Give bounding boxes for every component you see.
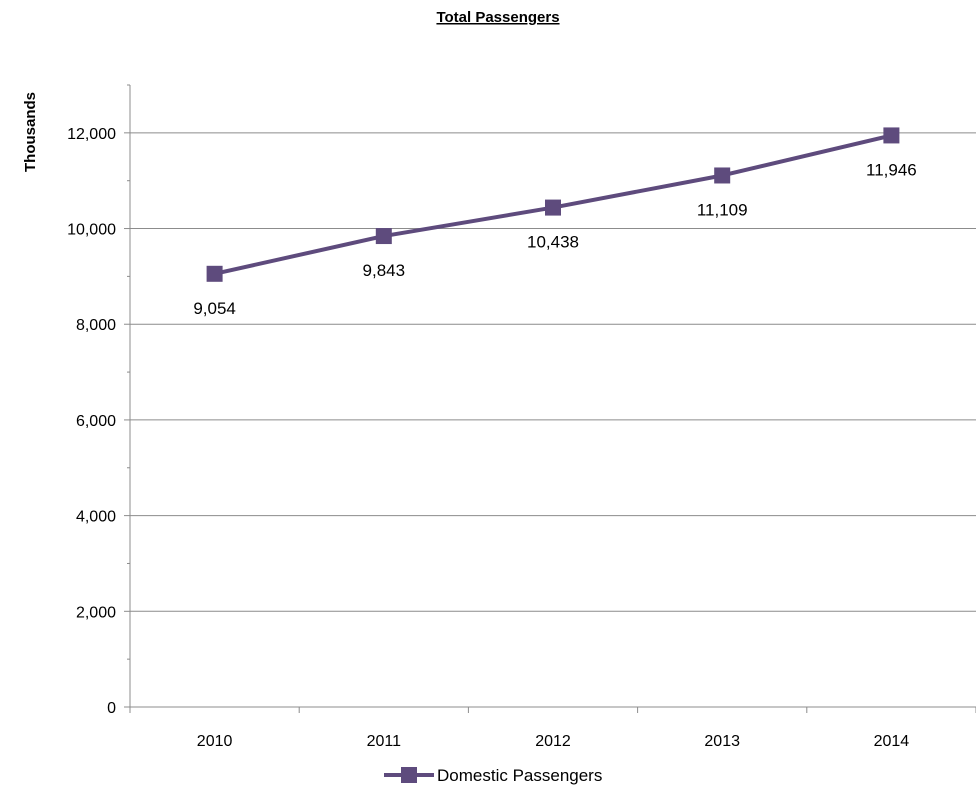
legend-entry-label: Domestic Passengers <box>437 766 602 785</box>
gridlines <box>130 132 976 612</box>
y-tick-label: 12,000 <box>67 126 116 143</box>
data-label: 11,946 <box>866 160 917 179</box>
y-tick-label: 6,000 <box>76 413 116 430</box>
x-tick-label: 2010 <box>197 733 233 750</box>
data-point-marker <box>375 228 392 245</box>
x-tick-label: 2011 <box>367 733 402 750</box>
series-layer <box>206 127 900 282</box>
x-tick-label: 2012 <box>535 733 571 750</box>
data-labels: 9,054 9,843 10,438 11,109 11,946 <box>193 160 916 317</box>
y-tick-label: 0 <box>107 700 116 717</box>
data-label: 9,843 <box>363 261 406 280</box>
data-point-marker <box>883 127 900 144</box>
legend: Domestic Passengers <box>384 766 602 785</box>
y-tick-label: 8,000 <box>76 317 116 334</box>
data-point-marker <box>206 265 223 282</box>
y-tick-label: 2,000 <box>76 604 116 621</box>
data-label: 11,109 <box>697 200 748 219</box>
y-tick-label: 10,000 <box>67 222 116 239</box>
chart-title: Total Passengers <box>436 9 559 26</box>
y-tick-label: 4,000 <box>76 509 116 526</box>
legend-marker-swatch <box>401 767 417 783</box>
x-tick-label: 2014 <box>874 733 910 750</box>
tick-labels: 0 2,000 4,000 6,000 8,000 10,000 12,000 2010 201… <box>67 126 909 750</box>
data-point-marker <box>545 199 561 216</box>
data-label: 10,438 <box>527 233 579 252</box>
x-tick-label: 2013 <box>704 733 740 750</box>
axes <box>124 84 976 713</box>
y-axis-title: Thousands <box>22 92 39 172</box>
data-point-marker <box>714 167 731 184</box>
data-label: 9,054 <box>193 299 236 318</box>
